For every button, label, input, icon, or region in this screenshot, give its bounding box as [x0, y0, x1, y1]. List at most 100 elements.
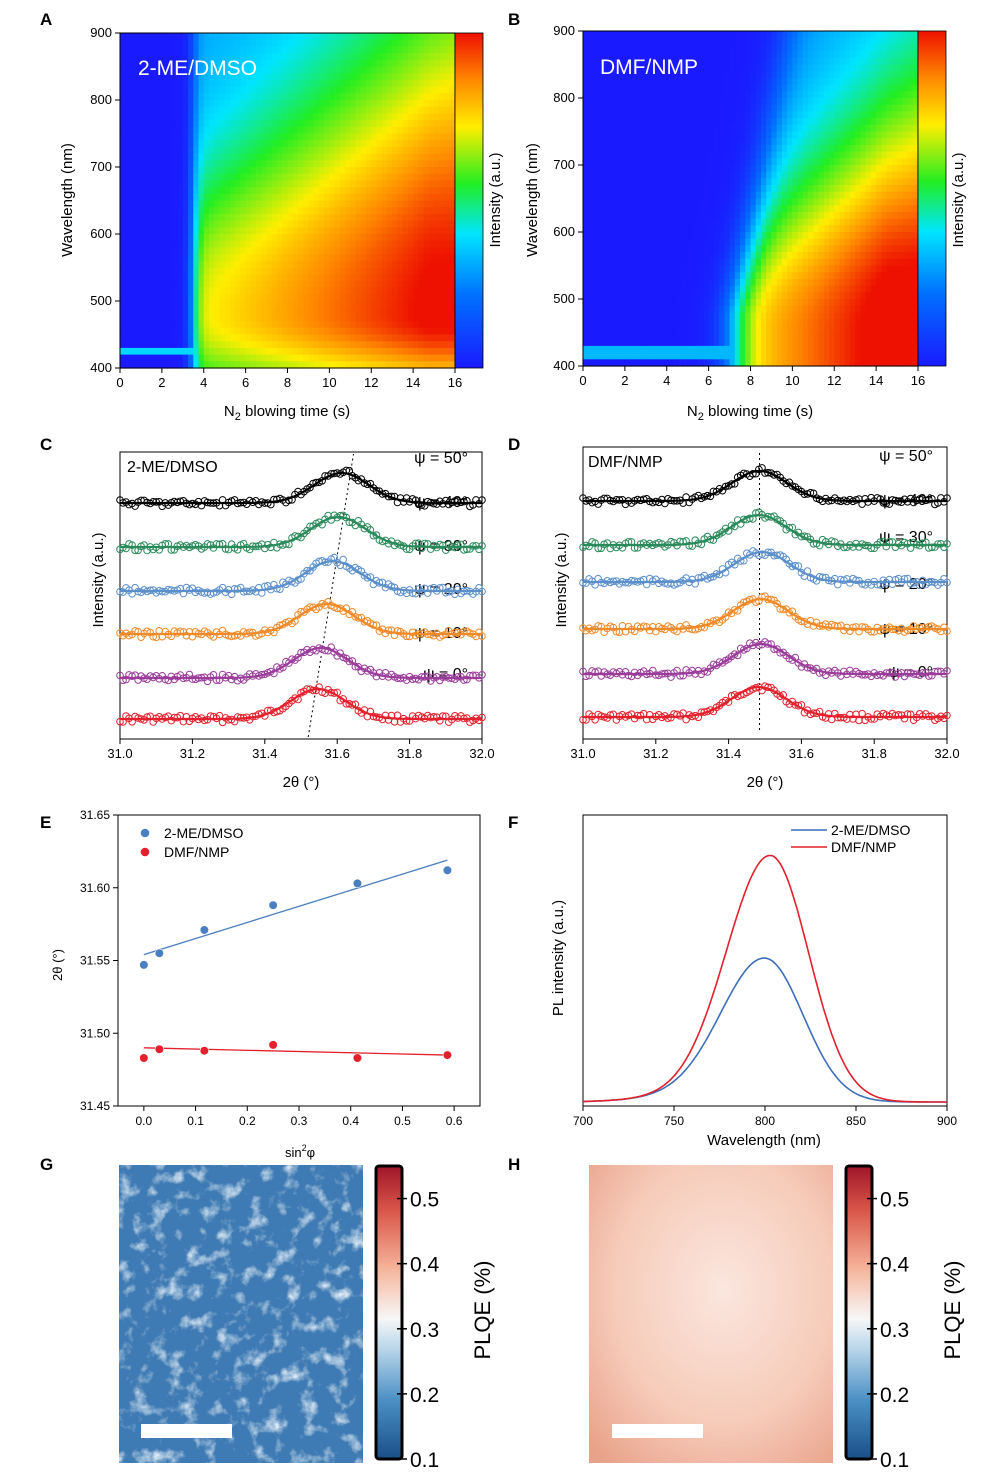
heatmap-cell [198, 207, 205, 215]
heatmap-cell [308, 100, 315, 108]
heatmap-cell [640, 191, 647, 200]
heatmap-cell [755, 57, 762, 66]
heatmap-cell [240, 180, 247, 188]
heatmap-cell [282, 334, 289, 342]
heatmap-cell [407, 294, 414, 302]
heatmap-cell [444, 180, 451, 188]
heatmap-cell [687, 352, 694, 360]
heatmap-cell [256, 247, 262, 255]
heatmap-cell [439, 213, 446, 222]
heatmap-cell [651, 258, 657, 267]
heatmap-cell [334, 86, 341, 94]
heatmap-cell [603, 211, 610, 220]
heatmap-cell [172, 106, 179, 114]
heatmap-cell [444, 33, 451, 41]
heatmap-cell [371, 180, 378, 188]
heatmap-cell [619, 151, 626, 159]
heatmap-cell [360, 46, 367, 54]
heatmap-cell [614, 91, 621, 99]
heatmap-cell [614, 144, 621, 153]
heatmap-cell [266, 180, 273, 188]
heatmap-cell [256, 33, 262, 41]
heatmap-cell [292, 267, 299, 275]
heatmap-cell [371, 280, 378, 289]
heatmap-cell [755, 285, 762, 293]
heatmap-cell [250, 160, 257, 168]
heatmap-cell [698, 185, 704, 193]
heatmap-cell [151, 227, 158, 235]
heatmap-cell [366, 280, 372, 289]
heatmap-cell [651, 51, 657, 59]
heatmap-cell [229, 187, 236, 195]
heatmap-cell [614, 218, 621, 226]
heatmap-cell [130, 354, 137, 362]
heatmap-cell [603, 91, 610, 99]
heatmap-cell [256, 314, 262, 322]
heatmap-cell [423, 234, 430, 242]
heatmap-cell [297, 220, 304, 228]
heatmap-cell [614, 258, 621, 267]
heatmap-cell [439, 53, 446, 61]
heatmap-cell [439, 73, 446, 81]
heatmap-cell [125, 321, 132, 329]
heatmap-cell [120, 79, 126, 88]
heatmap-cell [287, 341, 294, 349]
heatmap-cell [371, 267, 378, 275]
heatmap-cell [671, 57, 678, 66]
heatmap-cell [308, 227, 315, 235]
heatmap-cell [329, 294, 336, 302]
heatmap-cell [130, 361, 137, 369]
heatmap-cell [439, 294, 446, 302]
heatmap-cell [350, 93, 357, 101]
heatmap-cell [713, 71, 720, 79]
heatmap-cell [318, 361, 325, 369]
heatmap-cell [661, 91, 668, 99]
heatmap-cell [329, 287, 336, 295]
heatmap-cell [376, 287, 383, 295]
heatmap-cell [386, 66, 393, 74]
heatmap-cell [140, 260, 147, 269]
heatmap-cell [350, 140, 357, 148]
heatmap-cell [198, 146, 205, 155]
heatmap-cell [376, 341, 383, 349]
heatmap-cell [698, 272, 704, 280]
heatmap-cell [423, 361, 430, 369]
heatmap-cell [740, 171, 746, 179]
heatmap-cell [172, 193, 179, 202]
heatmap-cell [397, 287, 404, 295]
heatmap-cell [418, 140, 425, 148]
heatmap-cell [245, 294, 252, 302]
heatmap-cell [292, 180, 299, 188]
heatmap-cell [277, 287, 283, 295]
heatmap-cell [708, 198, 715, 206]
heatmap-cell [407, 341, 414, 349]
heatmap-cell [125, 66, 132, 74]
heatmap-cell [392, 307, 399, 315]
heatmap-cell [360, 260, 367, 269]
heatmap-cell [588, 124, 595, 133]
heatmap-cell [355, 46, 362, 54]
heatmap-cell [386, 341, 393, 349]
heatmap-cell [224, 234, 231, 242]
heatmap-cell [245, 39, 252, 47]
heatmap-cell [682, 278, 689, 287]
heatmap-cell [224, 361, 231, 369]
heatmap-cell [229, 133, 236, 141]
heatmap-cell [224, 133, 231, 141]
heatmap-cell [266, 193, 273, 202]
heatmap-cell [713, 325, 720, 334]
heatmap-cell [439, 93, 446, 101]
heatmap-cell [208, 327, 215, 336]
heatmap-cell [713, 158, 720, 166]
heatmap-cell [677, 37, 684, 45]
heatmap-cell [729, 98, 736, 106]
heatmap-cell [745, 77, 752, 86]
heatmap-cell [413, 120, 419, 128]
heatmap-cell [624, 165, 631, 173]
heatmap-cell [229, 354, 236, 362]
heatmap-cell [645, 44, 652, 52]
heatmap-cell [708, 299, 715, 307]
heatmap-cell [703, 312, 710, 320]
heatmap-cell [671, 359, 678, 367]
heatmap-cell [125, 301, 132, 309]
